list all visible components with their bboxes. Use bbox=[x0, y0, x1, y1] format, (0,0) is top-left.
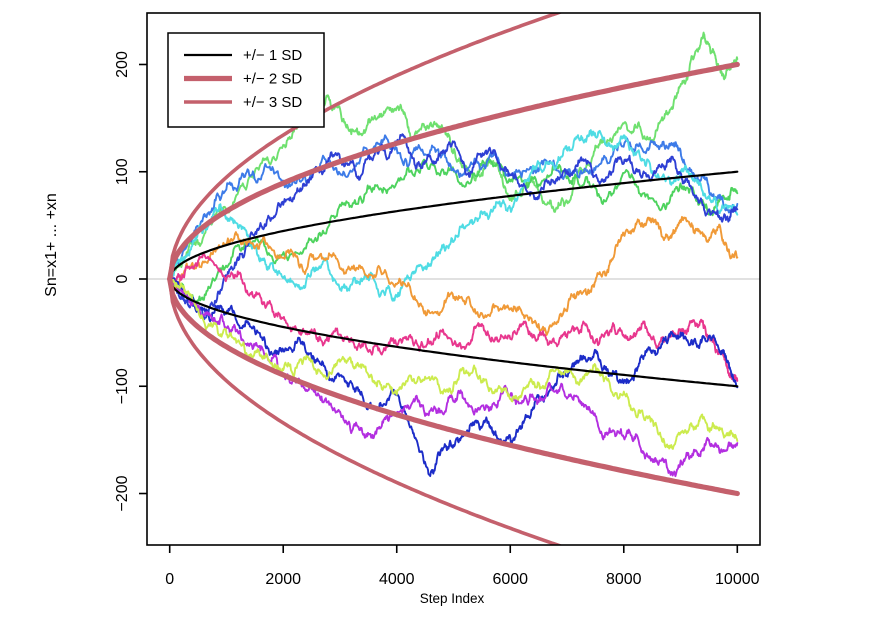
x-tick-label: 4000 bbox=[379, 571, 415, 588]
walk-dodgerblue-line bbox=[168, 134, 739, 281]
x-axis-title: Step Index bbox=[420, 591, 485, 606]
y-tick-label: 200 bbox=[114, 51, 131, 78]
legend-label-3sd: +/− 3 SD bbox=[243, 94, 302, 111]
walk-deeppink-line bbox=[168, 252, 739, 383]
y-tick-label: −200 bbox=[114, 475, 131, 511]
x-tick-label: 0 bbox=[165, 571, 174, 588]
sd-curve-plus3 bbox=[167, 13, 564, 281]
sd-curve-plus1 bbox=[168, 170, 739, 281]
legend-label-2sd: +/− 2 SD bbox=[243, 71, 302, 88]
y-axis-ticks: −200 −100 0 100 200 bbox=[114, 51, 147, 512]
sd-curves-group bbox=[167, 13, 740, 545]
x-tick-label: 2000 bbox=[265, 571, 301, 588]
x-tick-label: 8000 bbox=[606, 571, 642, 588]
y-tick-label: −100 bbox=[114, 368, 131, 404]
x-tick-label: 10000 bbox=[715, 571, 760, 588]
sd-curve-minus3 bbox=[167, 277, 564, 545]
walk-purple-line bbox=[168, 276, 739, 478]
y-tick-label: 100 bbox=[114, 158, 131, 185]
sd-curve-minus1 bbox=[168, 277, 739, 388]
y-axis-title: Sn=x1+ ... +xn bbox=[43, 193, 60, 297]
axes-group: 0 2000 4000 6000 8000 10000 −200 −100 0 100 200 S… bbox=[43, 12, 761, 606]
walk-orange-line bbox=[168, 215, 739, 336]
walk-blue-line bbox=[168, 277, 739, 478]
legend: +/− 1 SD +/− 2 SD +/− 3 SD bbox=[167, 32, 325, 128]
legend-label-1sd: +/− 1 SD bbox=[243, 47, 302, 64]
sd-curve-plus2 bbox=[167, 61, 740, 282]
walk-yellowgreen-line bbox=[168, 278, 739, 450]
x-tick-label: 6000 bbox=[492, 571, 528, 588]
sd-curve-minus2 bbox=[167, 276, 740, 497]
y-tick-label: 0 bbox=[114, 274, 131, 283]
walk-royalblue-line bbox=[168, 133, 739, 321]
x-axis-ticks: 0 2000 4000 6000 8000 10000 bbox=[165, 545, 760, 588]
